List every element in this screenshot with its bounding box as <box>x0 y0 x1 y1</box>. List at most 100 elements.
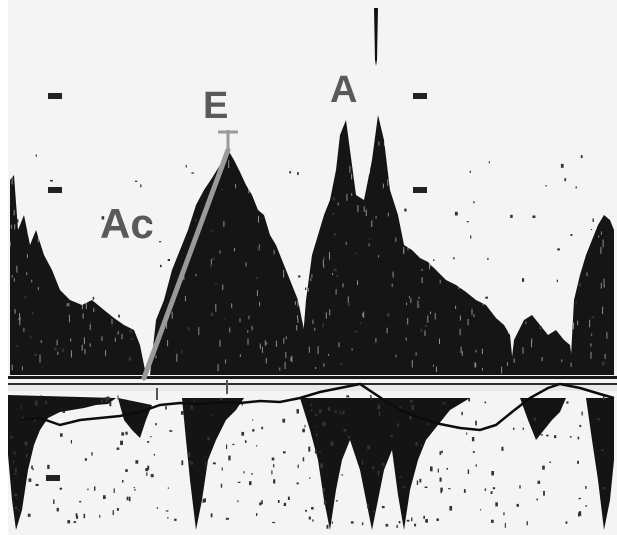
noise-dot <box>193 400 195 405</box>
noise-dot <box>225 517 229 520</box>
noise-dot <box>578 497 581 500</box>
noise-dot <box>277 500 280 503</box>
noise-dot <box>566 401 569 404</box>
noise-dot <box>361 522 364 526</box>
noise-dot <box>135 180 138 182</box>
baseline-band-lower <box>8 383 617 385</box>
noise-dot <box>67 520 71 524</box>
noise-dot <box>243 471 245 474</box>
noise-dot <box>24 295 27 299</box>
noise-dot <box>83 513 86 519</box>
label-e: E <box>203 85 228 127</box>
noise-dot <box>320 463 323 469</box>
noise-dot <box>134 489 136 491</box>
noise-dot <box>424 486 428 488</box>
noise-dot <box>522 427 524 430</box>
noise-dot <box>322 487 325 493</box>
scale-mark-lower-left <box>48 187 62 193</box>
noise-dot <box>461 411 463 416</box>
noise-dot <box>439 477 442 482</box>
noise-dot <box>256 513 258 516</box>
noise-dot <box>13 451 16 455</box>
noise-dot <box>174 518 177 521</box>
noise-dot <box>140 184 142 188</box>
noise-dot <box>385 523 389 527</box>
noise-dot <box>309 477 311 479</box>
label-ac: Ac <box>100 200 154 247</box>
respiratory-trace <box>19 382 615 432</box>
noise-dot <box>327 407 331 411</box>
noise-dot <box>580 155 583 159</box>
noise-dot <box>564 178 567 182</box>
noise-dot <box>557 248 560 251</box>
noise-dot <box>33 420 37 422</box>
noise-dot <box>205 456 207 458</box>
noise-dot <box>18 509 21 511</box>
noise-dot <box>304 424 306 428</box>
noise-dot <box>554 435 557 439</box>
noise-dot <box>537 480 541 484</box>
noise-dot <box>12 460 15 463</box>
noise-dot <box>466 221 469 223</box>
noise-dot <box>433 259 435 261</box>
noise-dot <box>440 491 442 494</box>
noise-dot <box>237 481 241 483</box>
noise-dot <box>122 479 124 483</box>
noise-dot <box>54 347 57 351</box>
noise-dot <box>402 486 405 489</box>
noise-dot <box>333 197 336 201</box>
noise-dot <box>347 302 351 306</box>
noise-dot <box>118 314 120 318</box>
noise-dot <box>348 436 351 439</box>
noise-dot <box>212 462 216 465</box>
noise-dot <box>298 275 301 278</box>
time-marker-e <box>226 380 228 394</box>
noise-dot <box>302 428 305 433</box>
noise-dot <box>41 366 43 369</box>
noise-dot <box>316 426 318 428</box>
scale-mark-bottom-left <box>46 475 60 481</box>
noise-dot <box>165 510 169 512</box>
noise-dot <box>346 395 350 398</box>
noise-dot <box>492 487 496 490</box>
noise-dot <box>503 512 505 516</box>
noise-dot <box>533 417 536 421</box>
noise-dot <box>156 507 158 509</box>
noise-dot <box>487 257 489 260</box>
noise-dot <box>536 498 538 501</box>
noise-dot <box>339 410 341 415</box>
noise-dot <box>121 432 125 436</box>
noise-dot <box>75 513 78 517</box>
noise-dot <box>411 517 413 522</box>
noise-dot <box>549 461 552 463</box>
noise-dot <box>56 507 59 512</box>
noise-dot <box>271 470 273 475</box>
noise-dot <box>207 437 210 441</box>
forward-flow-speckle <box>9 120 610 374</box>
noise-dot <box>440 487 443 492</box>
reverse-flow-signal <box>8 395 614 530</box>
noise-dot <box>490 491 493 494</box>
noise-dot <box>369 238 371 240</box>
noise-dot <box>312 519 314 522</box>
noise-dot <box>311 507 314 510</box>
noise-dot <box>53 499 55 504</box>
noise-dot <box>382 462 385 466</box>
noise-dot <box>120 440 123 445</box>
noise-dot <box>224 318 226 320</box>
noise-dot <box>442 402 446 405</box>
noise-dot <box>318 409 322 414</box>
noise-dot <box>272 521 276 524</box>
noise-dot <box>310 403 313 407</box>
noise-dot <box>411 404 414 410</box>
noise-dot <box>212 257 215 261</box>
noise-dot <box>31 311 34 315</box>
noise-dot <box>579 424 582 428</box>
noise-dot <box>210 312 214 316</box>
noise-dot <box>601 361 605 366</box>
noise-dot <box>237 500 239 503</box>
noise-dot <box>378 411 381 417</box>
noise-dot <box>35 483 39 486</box>
noise-dot <box>125 469 128 472</box>
sync-marker <box>374 8 378 66</box>
